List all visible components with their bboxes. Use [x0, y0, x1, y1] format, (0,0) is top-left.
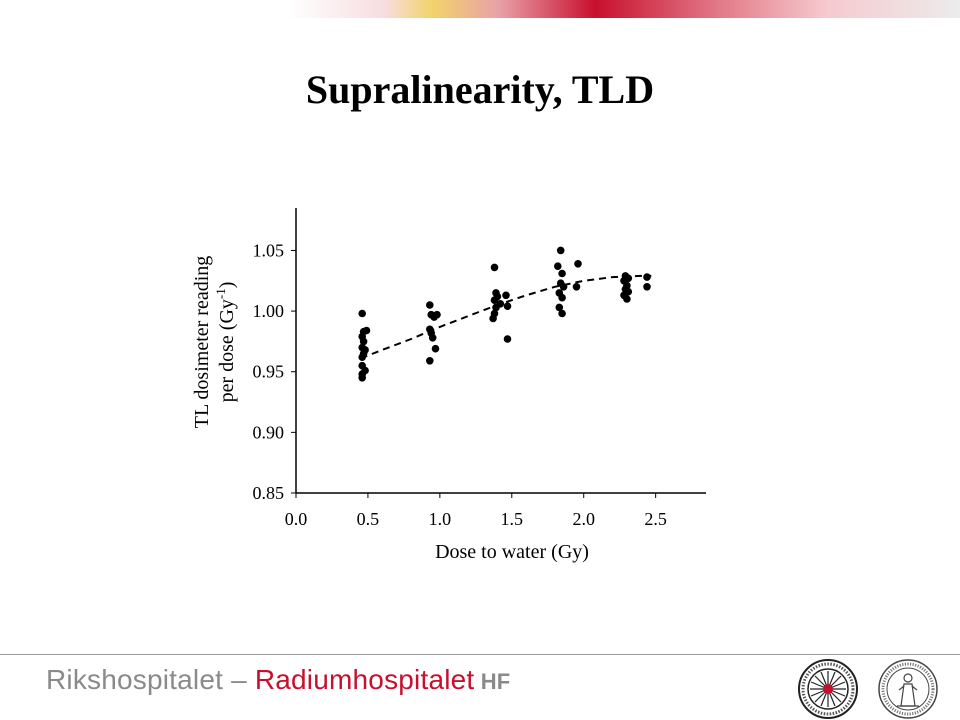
data-point	[492, 303, 500, 312]
y-tick-label: 0.85	[253, 483, 285, 503]
fit-curve-group	[360, 274, 652, 360]
data-point	[554, 262, 562, 271]
y-axis-label-prefix: per dose (Gy	[216, 299, 238, 402]
hospital-logo-text: Rikshospitalet – Radiumhospitalet HF	[46, 664, 510, 696]
x-axis-label: Dose to water (Gy)	[435, 541, 589, 563]
data-points	[358, 246, 651, 382]
brand-part2: Radiumhospitalet	[254, 664, 475, 695]
data-point	[502, 291, 510, 300]
fit-curve	[360, 274, 652, 360]
y-axis-label-line1: TL dosimeter reading	[191, 256, 213, 429]
data-point	[643, 283, 651, 291]
data-point	[623, 295, 631, 303]
x-tick-label: 0.5	[357, 509, 380, 529]
data-point	[358, 353, 367, 362]
footer-divider	[0, 654, 960, 655]
data-point	[426, 357, 434, 365]
data-point	[643, 273, 651, 281]
radium-hospital-seal-icon	[798, 659, 858, 719]
y-axis-label-group: TL dosimeter reading per dose (Gy-1)	[191, 256, 238, 429]
data-point	[556, 246, 565, 255]
data-point	[426, 301, 434, 309]
data-point	[574, 260, 582, 268]
chart-axes	[295, 208, 706, 494]
scatter-chart: 0.0 0.5 1.0 1.5 2.0 2.5 0.85 0.90 0.95 1.00 1.05 D…	[191, 208, 706, 563]
data-point	[362, 326, 371, 335]
y-tick-label: 1.05	[253, 240, 285, 260]
top-accent-bar	[0, 0, 960, 18]
data-point	[558, 293, 566, 302]
data-point	[558, 309, 566, 318]
chart-ticks: 0.0 0.5 1.0 1.5 2.0 2.5 0.85 0.90 0.95 1.00 1.05	[253, 240, 667, 529]
y-tick-label: 0.90	[253, 422, 285, 442]
data-point	[559, 283, 568, 291]
y-axis-label-suffix: )	[216, 282, 238, 289]
data-point	[572, 283, 581, 291]
data-point	[358, 309, 367, 318]
x-tick-label: 1.0	[429, 509, 452, 529]
x-tick-label: 1.5	[501, 509, 524, 529]
data-point	[503, 302, 512, 311]
y-axis-label-line2: per dose (Gy-1)	[213, 282, 238, 403]
data-point	[428, 334, 437, 342]
university-oslo-seal-icon	[878, 659, 938, 719]
brand-part1: Rikshospitalet –	[46, 664, 255, 695]
data-point	[558, 269, 566, 278]
data-point	[489, 314, 497, 323]
data-point	[431, 344, 440, 353]
data-point	[433, 310, 441, 319]
y-axis-label-superscript: -1	[213, 288, 228, 299]
data-point	[490, 296, 499, 305]
slide-title: Supralinearity, TLD	[305, 67, 655, 112]
x-tick-label: 2.5	[644, 509, 667, 529]
x-tick-label: 2.0	[572, 509, 595, 529]
brand-part3: HF	[474, 669, 511, 694]
x-tick-label: 0.0	[285, 509, 308, 529]
data-point	[503, 335, 512, 343]
y-tick-label: 0.95	[253, 362, 285, 382]
data-point	[358, 374, 367, 382]
data-point	[555, 303, 564, 312]
data-point	[359, 337, 368, 346]
y-tick-label: 1.00	[253, 301, 285, 321]
data-point	[490, 263, 499, 272]
